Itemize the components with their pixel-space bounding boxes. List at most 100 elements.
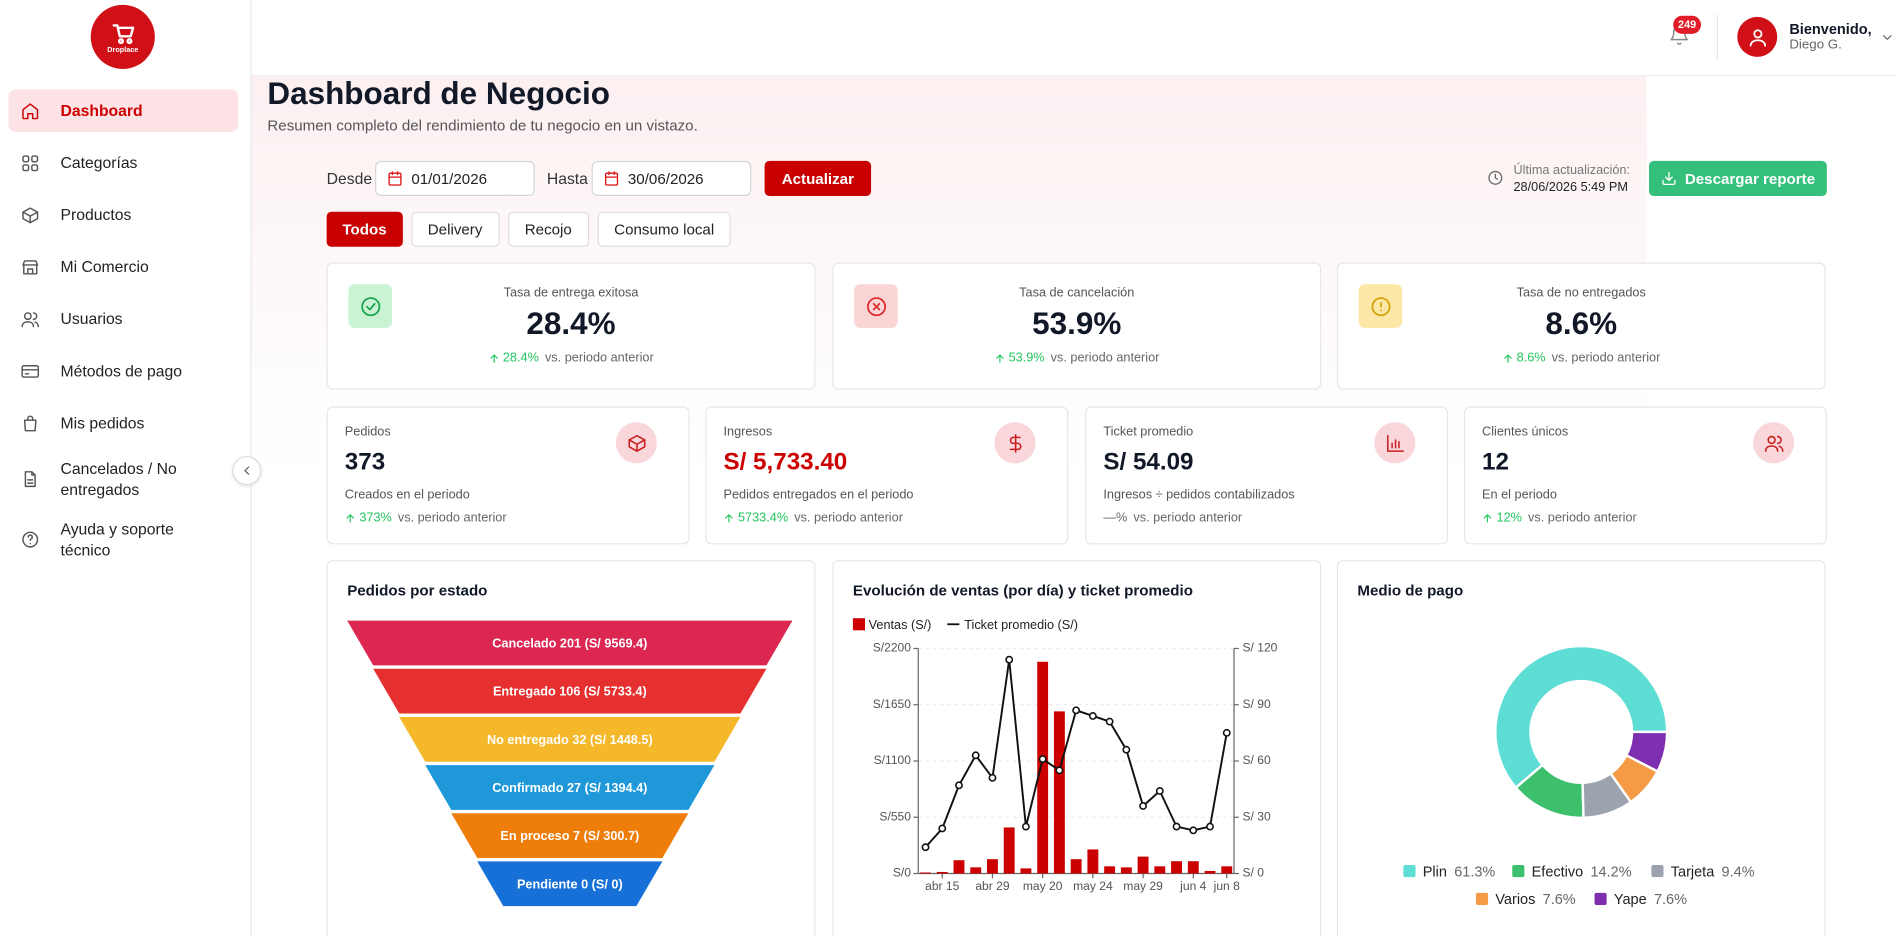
rate-label: Tasa de entrega exitosa (503, 285, 639, 301)
kpi-label: Ticket promedio (1103, 424, 1194, 440)
rate-icon (348, 284, 392, 328)
icon (1764, 435, 1783, 452)
point (1038, 755, 1047, 764)
kpi-label: Pedidos (344, 424, 391, 440)
rate-body: Tasa de no entregados 8.6% 8.6% vs. periodo… (1338, 286, 1824, 365)
legend-entry: Varios 7.6% (1495, 892, 1575, 908)
kpi-card: Clientes únicos 12 En el periodo 12% vs. per… (1463, 406, 1827, 545)
divider (1716, 14, 1718, 61)
icon (1749, 28, 1766, 46)
menu-item[interactable]: Cancelados / No entregados (8, 454, 238, 505)
date-value: 01/01/2026 (411, 169, 488, 187)
funnel-label: En proceso 7 (S/ 300.7) (500, 829, 639, 843)
menu-item[interactable]: Mi Comercio (8, 246, 238, 288)
bar (1037, 661, 1049, 874)
y2-tick-label: S/ 60 (1242, 753, 1270, 767)
point (921, 843, 930, 852)
tab[interactable]: Todos (326, 211, 403, 247)
menu: Dashboard Categorías Productos Mi Comercio U… (8, 89, 239, 565)
kpi-value: S/ 54.09 (1103, 448, 1194, 476)
legend-entry: Yape 7.6% (1614, 892, 1687, 908)
icon (1386, 434, 1404, 452)
icon (627, 434, 645, 452)
y-tick-label: S/1650 (873, 697, 912, 711)
menu-item[interactable]: Productos (8, 194, 238, 236)
menu-item[interactable]: Categorías (8, 142, 238, 184)
notification-badge: 249 (1673, 15, 1702, 34)
apply-button[interactable]: Actualizar (764, 160, 872, 196)
funnel-label: Confirmado 27 (S/ 1394.4) (492, 781, 647, 795)
bar (936, 871, 948, 874)
bar (1020, 868, 1032, 874)
download-button[interactable]: Descargar reporte (1648, 160, 1827, 196)
point (1155, 787, 1164, 795)
comparison: vs. periodo anterior (1133, 510, 1243, 526)
change-value: —% (1103, 510, 1128, 526)
menu-label: Dashboard (60, 101, 143, 120)
legend-label: Ventas (S/) (869, 618, 932, 632)
y2-tick-label: S/ 120 (1242, 641, 1277, 655)
date-value: 30/06/2026 (627, 169, 704, 187)
menu-item[interactable]: Ayuda y soporte técnico (8, 514, 238, 565)
change-value: 12% (1496, 510, 1522, 526)
legend-label: Varios (1495, 892, 1535, 908)
user-name: Diego G. (1789, 37, 1842, 53)
tab[interactable]: Delivery (410, 211, 500, 247)
logo: Droplace (90, 4, 155, 69)
icon (360, 296, 380, 316)
kpi-card: Ingresos S/ 5,733.40 Pedidos entregados en… (705, 406, 1069, 545)
comparison: vs. periodo anterior (1050, 350, 1160, 366)
rate-body: Tasa de entrega exitosa 28.4% 28.4% vs. per… (328, 285, 814, 365)
point (1189, 826, 1198, 835)
avatar[interactable] (1737, 16, 1778, 57)
bar (1137, 856, 1149, 874)
icon (1661, 171, 1676, 186)
kpi-icon (1753, 422, 1795, 464)
menu-item[interactable]: Usuarios (8, 298, 238, 340)
clock-icon (1487, 169, 1504, 192)
point (1122, 745, 1131, 754)
legend-swatch (1651, 865, 1664, 878)
legend-value: 7.6% (1543, 892, 1576, 908)
icon (346, 513, 354, 522)
point (1222, 728, 1231, 737)
funnel-label: Pendiente 0 (S/ 0) (517, 877, 623, 891)
bar (1204, 870, 1216, 874)
point (1105, 717, 1114, 726)
chart-title: Evolución de ventas (por día) y ticket p… (853, 583, 1193, 600)
kpi-description: En el periodo (1482, 487, 1557, 503)
icon (24, 471, 36, 488)
x-tick-label: jun 8 (1213, 879, 1240, 893)
menu-item[interactable]: Mis pedidos (8, 402, 238, 444)
menu-item[interactable]: Dashboard (8, 89, 239, 132)
icon (605, 171, 619, 186)
kpi-description: Pedidos entregados en el periodo (723, 487, 914, 503)
point (988, 773, 997, 782)
icon (995, 353, 1004, 363)
change: 373% vs. periodo anterior (345, 511, 672, 525)
x-tick-label: abr 15 (925, 879, 960, 893)
menu-item[interactable]: Métodos de pago (8, 350, 238, 392)
date-input[interactable]: 01/01/2026 (375, 160, 535, 196)
point (1005, 655, 1014, 664)
tab[interactable]: Consumo local (597, 211, 732, 247)
change: —% vs. periodo anterior (1103, 511, 1430, 526)
legend-label: Efectivo (1532, 864, 1584, 880)
kpi-description: Creados en el periodo (344, 487, 470, 503)
collapse-button[interactable] (232, 456, 262, 486)
icon (1009, 433, 1021, 453)
legend-label: Yape (1614, 892, 1647, 908)
date-input[interactable]: 30/06/2026 (591, 160, 752, 196)
rate-card: Tasa de cancelación 53.9% 53.9% vs. periodo… (832, 262, 1322, 390)
rate-card: Tasa de no entregados 8.6% 8.6% vs. periodo… (1336, 262, 1826, 390)
legend-value: 14.2% (1590, 864, 1631, 880)
menu-label: Cancelados / No entregados (60, 459, 177, 499)
menu-label: Ayuda y soporte técnico (60, 520, 174, 559)
x-tick-label: may 24 (1073, 879, 1113, 893)
bar (953, 860, 965, 874)
comparison: vs. periodo anterior (794, 510, 903, 526)
tab[interactable]: Recojo (507, 211, 589, 247)
download-label: Descargar reporte (1684, 169, 1816, 187)
icon (1488, 170, 1503, 185)
user-menu[interactable] (1880, 29, 1895, 51)
